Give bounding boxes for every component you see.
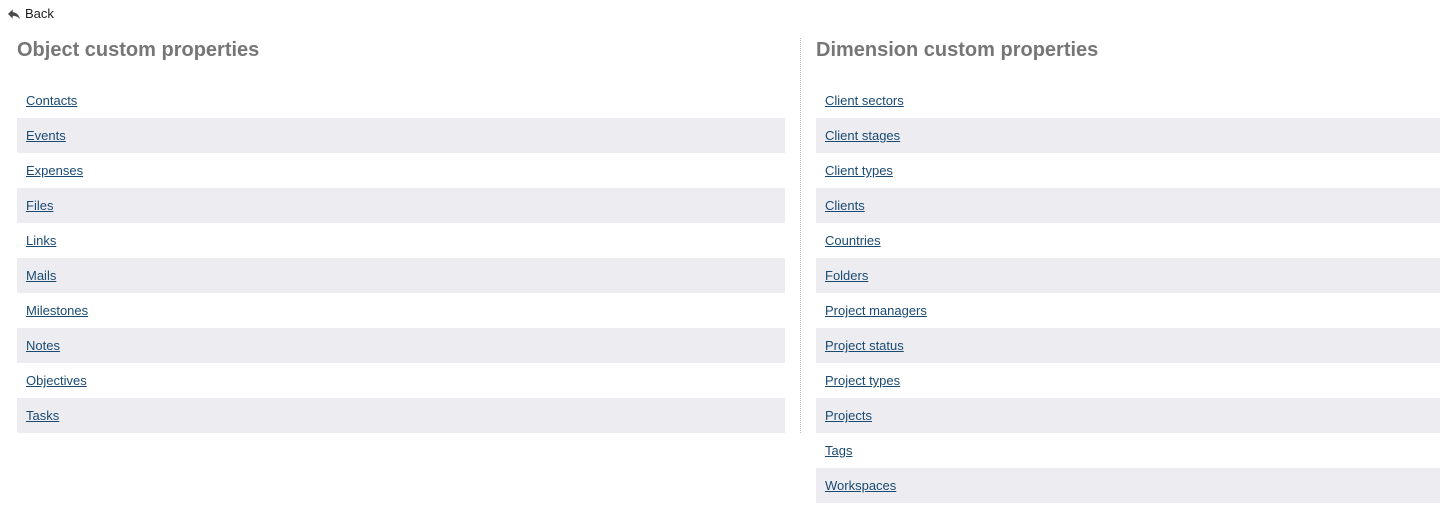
- property-link[interactable]: Links: [26, 233, 57, 248]
- list-item: Tasks: [17, 398, 785, 433]
- list-item: Project status: [816, 328, 1440, 363]
- list-item: Notes: [17, 328, 785, 363]
- object-properties-list: Contacts Events Expenses Files Links Mails Mil…: [17, 83, 785, 433]
- list-item: Milestones: [17, 293, 785, 328]
- dimension-properties-panel: Dimension custom properties Client secto…: [801, 38, 1440, 503]
- property-link[interactable]: Contacts: [26, 93, 78, 108]
- list-item: Files: [17, 188, 785, 223]
- property-link[interactable]: Project managers: [825, 303, 927, 318]
- property-link[interactable]: Projects: [825, 408, 872, 423]
- property-link[interactable]: Client sectors: [825, 93, 904, 108]
- list-item: Contacts: [17, 83, 785, 118]
- back-label: Back: [25, 6, 54, 21]
- property-link[interactable]: Folders: [825, 268, 869, 283]
- list-item: Expenses: [17, 153, 785, 188]
- property-link[interactable]: Tags: [825, 443, 853, 458]
- list-item: Links: [17, 223, 785, 258]
- list-item: Tags: [816, 433, 1440, 468]
- back-button[interactable]: Back: [6, 6, 54, 22]
- property-link[interactable]: Expenses: [26, 163, 84, 178]
- dimension-properties-title: Dimension custom properties: [816, 39, 1099, 61]
- property-link[interactable]: Workspaces: [825, 478, 897, 493]
- property-link[interactable]: Tasks: [26, 408, 60, 423]
- list-item: Events: [17, 118, 785, 153]
- dimension-properties-list: Client sectors Client stages Client types C…: [816, 83, 1440, 503]
- property-link[interactable]: Project status: [825, 338, 904, 353]
- property-link[interactable]: Events: [26, 128, 66, 143]
- property-link[interactable]: Milestones: [26, 303, 89, 318]
- property-link[interactable]: Notes: [26, 338, 60, 353]
- custom-properties-columns: Object custom properties Contacts Events E…: [0, 38, 1440, 503]
- list-item: Project managers: [816, 293, 1440, 328]
- property-link[interactable]: Client types: [825, 163, 893, 178]
- property-link[interactable]: Files: [26, 198, 54, 213]
- list-item: Countries: [816, 223, 1440, 258]
- list-item: Projects: [816, 398, 1440, 433]
- property-link[interactable]: Countries: [825, 233, 881, 248]
- property-link[interactable]: Mails: [26, 268, 57, 283]
- list-item: Mails: [17, 258, 785, 293]
- list-item: Client stages: [816, 118, 1440, 153]
- list-item: Project types: [816, 363, 1440, 398]
- property-link[interactable]: Clients: [825, 198, 865, 213]
- back-arrow-icon: [6, 6, 22, 22]
- list-item: Client types: [816, 153, 1440, 188]
- list-item: Workspaces: [816, 468, 1440, 503]
- list-item: Objectives: [17, 363, 785, 398]
- property-link[interactable]: Project types: [825, 373, 901, 388]
- object-properties-panel: Object custom properties Contacts Events E…: [17, 38, 801, 433]
- list-item: Folders: [816, 258, 1440, 293]
- list-item: Client sectors: [816, 83, 1440, 118]
- property-link[interactable]: Objectives: [26, 373, 87, 388]
- list-item: Clients: [816, 188, 1440, 223]
- object-properties-title: Object custom properties: [17, 39, 260, 61]
- property-link[interactable]: Client stages: [825, 128, 901, 143]
